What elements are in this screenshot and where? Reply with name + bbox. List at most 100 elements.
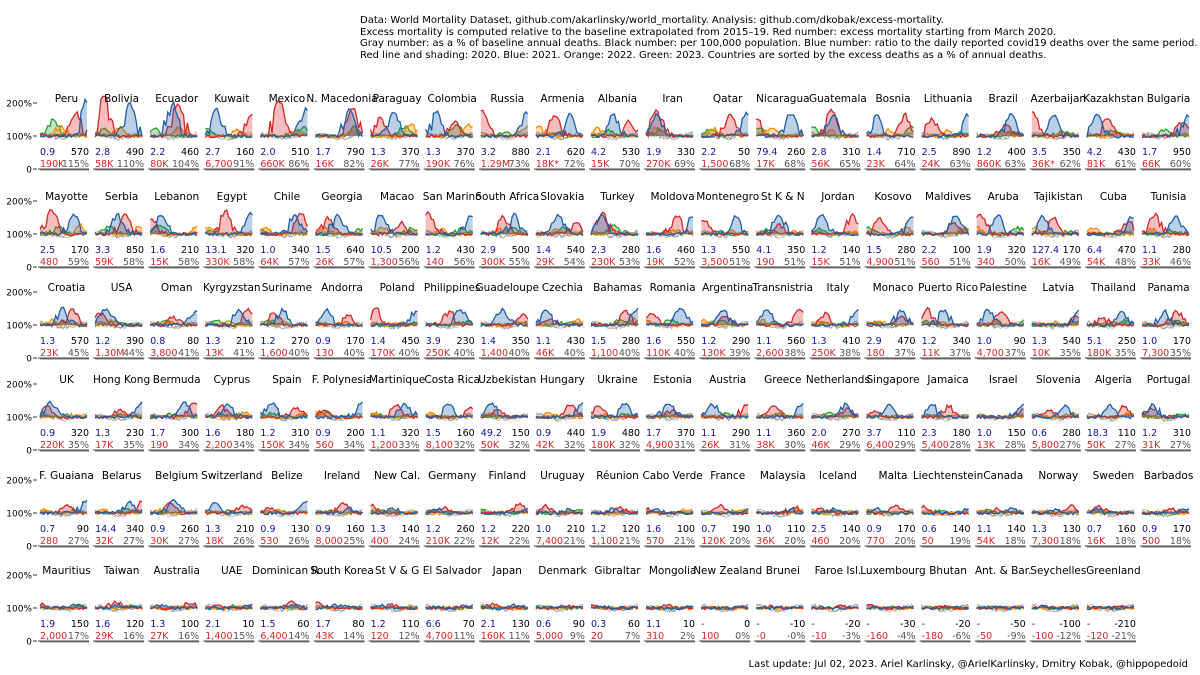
series-line-2021 — [590, 307, 639, 328]
series-area-2021 — [260, 604, 308, 610]
series-area-2021 — [646, 217, 694, 236]
excess-percent-value: 55% — [509, 257, 530, 268]
country-name: Costa Rica — [424, 374, 480, 386]
excess-deaths-value: 13K — [977, 440, 996, 451]
excess-percent-value: 77% — [398, 159, 419, 170]
country-panel: Ukraine 1.9 480 180K 32% — [589, 374, 640, 452]
excess-percent-value: 40% — [343, 348, 364, 359]
excess-deaths-value: 36K* — [1032, 159, 1055, 170]
covid-ratio-value: 2.3 — [922, 428, 937, 439]
country-name: Belgium — [155, 470, 198, 482]
series-line-2021 — [1086, 605, 1135, 611]
series-area-2020 — [921, 222, 969, 236]
country-name: Cabo Verde — [642, 470, 702, 482]
series-line-2022 — [315, 320, 363, 328]
country-name: Bolivia — [104, 93, 139, 105]
country-panel: Luxembourg- -30-160 -4% — [860, 565, 926, 643]
series-area-2022 — [1142, 228, 1189, 236]
excess-deaths-value: 190K — [426, 159, 451, 170]
series-area-2023 — [150, 413, 198, 419]
excess-deaths-value: 32K — [95, 536, 114, 547]
excess-percent-value: 21% — [619, 536, 640, 547]
excess-deaths-value: 31K — [1142, 440, 1161, 451]
series-line-2021 — [810, 214, 859, 237]
country-panel: Belgium 0.9 260 30K 27% — [148, 470, 200, 548]
country-name: El Salvador — [423, 565, 483, 577]
excess-deaths-value: 560 — [316, 440, 334, 451]
excess-deaths-value: 5,800 — [1032, 440, 1059, 451]
excess-percent-value: 14% — [288, 631, 309, 642]
excess-deaths-value: 15K — [811, 257, 830, 268]
series-area-2022 — [315, 130, 363, 138]
country-name: Greece — [764, 374, 801, 386]
series-line-2021 — [259, 106, 308, 139]
country-name: Slovenia — [1036, 374, 1081, 386]
series-area-2021 — [866, 310, 914, 326]
series-line-2021 — [1141, 308, 1190, 328]
excess-percent-value: 46% — [1170, 257, 1191, 268]
country-name: Faroe Isl. — [815, 565, 862, 577]
series-area-2021 — [425, 216, 473, 236]
series-line-2020 — [700, 219, 749, 237]
covid-ratio-value: 1.2 — [481, 524, 496, 535]
per-100k-value: 400 — [1008, 147, 1026, 158]
series-line-2021 — [811, 308, 859, 328]
series-line-2023 — [39, 118, 88, 139]
series-area-2021 — [1142, 216, 1189, 236]
country-name: Switzerland — [201, 470, 262, 482]
per-100k-value: -20 — [845, 619, 861, 630]
per-100k-value: 110 — [1118, 428, 1136, 439]
excess-percent-value: 14% — [343, 631, 364, 642]
per-100k-value: 560 — [787, 336, 805, 347]
covid-ratio-value: - — [977, 619, 980, 630]
country-panel: Cuba 6.4 470 54K 48% — [1084, 191, 1136, 269]
excess-percent-value: 20% — [784, 536, 805, 547]
excess-deaths-value: 29K — [95, 631, 114, 642]
excess-percent-value: 59% — [68, 257, 89, 268]
covid-ratio-value: 1.0 — [536, 524, 551, 535]
excess-percent-value: 16% — [178, 631, 199, 642]
series-line-2021 — [1031, 404, 1080, 420]
per-100k-value: 60 — [628, 619, 640, 630]
per-100k-value: 510 — [291, 147, 309, 158]
excess-percent-value: 24% — [398, 536, 419, 547]
series-line-2021 — [314, 401, 363, 420]
per-100k-value: 790 — [346, 147, 364, 158]
excess-deaths-value: 220K — [40, 440, 65, 451]
per-100k-value: 70 — [463, 619, 475, 630]
series-area-2021 — [260, 403, 308, 419]
per-100k-value: 170 — [346, 336, 364, 347]
country-panel: Turkey 2.3 280 230K 53% — [589, 191, 640, 269]
country-name: Armenia — [540, 93, 584, 105]
series-line-2021 — [149, 215, 198, 237]
country-name: Brazil — [989, 93, 1018, 105]
country-name: Mexico — [269, 93, 306, 105]
country-panel: South Korea 1.7 80 43K 14% — [310, 565, 374, 643]
country-name: Malaysia — [760, 470, 806, 482]
series-area-2021 — [756, 403, 804, 419]
covid-ratio-value: 1.2 — [95, 336, 110, 347]
series-line-2021 — [535, 213, 584, 236]
series-area-2020 — [1031, 410, 1079, 418]
series-area-2021 — [1142, 114, 1189, 138]
series-line-2020 — [369, 307, 418, 328]
country-name: Cyprus — [213, 374, 250, 386]
covid-ratio-value: 2.7 — [205, 147, 220, 158]
series-area-2021 — [976, 606, 1024, 610]
series-area-2021 — [811, 214, 859, 236]
country-panel: Czechia 1.1 430 46K 40% — [533, 282, 585, 360]
excess-percent-value: 17% — [68, 631, 89, 642]
series-area-2020 — [921, 307, 969, 327]
country-name: Ant. & Bar. — [975, 565, 1031, 577]
excess-deaths-value: 1,200 — [371, 440, 398, 451]
series-line-2021 — [425, 403, 473, 420]
series-area-2022 — [205, 411, 253, 419]
country-name: Kyrgyzstan — [203, 282, 261, 294]
covid-ratio-value: 6.6 — [426, 619, 441, 630]
country-panel: Finland 1.2 220 12K 22% — [478, 470, 530, 548]
country-name: Tunisia — [1150, 191, 1187, 203]
series-area-2021 — [95, 401, 143, 419]
baseline-line — [535, 413, 583, 422]
excess-deaths-value: 3,800 — [150, 348, 177, 359]
series-line-2021 — [866, 605, 914, 611]
